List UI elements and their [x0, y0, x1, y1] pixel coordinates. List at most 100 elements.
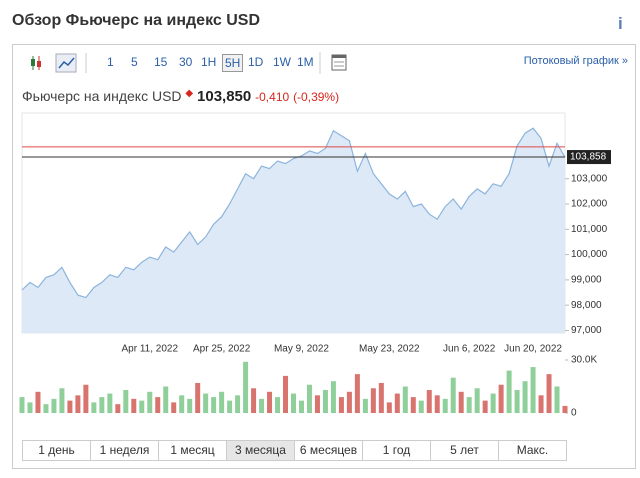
- volume-bar: [498, 384, 504, 413]
- volume-bar: [227, 400, 233, 413]
- volume-bar: [99, 397, 105, 413]
- calendar-icon[interactable]: [318, 52, 348, 74]
- volume-bar: [538, 395, 544, 413]
- volume-bar: [482, 400, 488, 413]
- instrument-name: Фьючерс на индекс USD: [22, 88, 182, 104]
- interval-button[interactable]: 5: [131, 55, 138, 69]
- info-button[interactable]: i: [618, 14, 623, 33]
- volume-bar: [338, 397, 344, 413]
- volume-bar: [522, 381, 528, 413]
- volume-bar: [155, 397, 161, 413]
- last-price-box: [567, 150, 611, 165]
- change: -0,410: [255, 90, 290, 104]
- volume-bar: [418, 400, 424, 413]
- last-price-label: 103,858: [570, 152, 607, 163]
- volume-bar: [267, 391, 273, 413]
- volume-tick-label: 0: [571, 408, 577, 419]
- volume-bar: [386, 402, 392, 413]
- y-tick-label: 99,000: [571, 275, 602, 286]
- volume-bar: [306, 384, 312, 413]
- range-tab[interactable]: 5 лет: [431, 441, 499, 460]
- volume-bar: [83, 384, 89, 413]
- volume-bar: [546, 374, 552, 413]
- volume-bar: [35, 391, 41, 413]
- volume-bar: [259, 398, 265, 413]
- volume-bar: [219, 391, 225, 413]
- price-line: [21, 127, 566, 299]
- volume-bar: [211, 397, 217, 413]
- y-tick-label: 101,000: [571, 224, 608, 235]
- volume-bar: [75, 395, 81, 413]
- volume-bar: [139, 400, 145, 413]
- volume-bar: [362, 398, 368, 413]
- x-tick-label: Apr 25, 2022: [193, 344, 251, 355]
- volume-bar: [434, 395, 440, 413]
- volume-bar: [51, 398, 57, 413]
- interval-button[interactable]: 1D: [248, 55, 264, 69]
- range-tab[interactable]: 3 месяца: [227, 441, 295, 460]
- interval-button[interactable]: 30: [179, 55, 193, 69]
- volume-bar: [314, 395, 320, 413]
- volume-bar: [298, 400, 304, 413]
- volume-bar: [283, 375, 289, 413]
- volume-bar: [530, 367, 536, 413]
- alert-marker: ◆: [185, 88, 194, 99]
- volume-bar: [275, 397, 281, 413]
- volume-bar: [322, 390, 328, 413]
- volume-tick-label: 30.0K: [571, 355, 597, 366]
- volume-bar: [506, 370, 512, 413]
- chart-type-icons[interactable]: [28, 53, 88, 73]
- range-tab[interactable]: 1 год: [363, 441, 431, 460]
- x-tick-label: May 23, 2022: [359, 344, 420, 355]
- volume-bar: [115, 404, 121, 413]
- y-tick-label: 98,000: [571, 300, 602, 311]
- volume-bar: [474, 388, 480, 413]
- x-tick-label: Apr 11, 2022: [121, 344, 178, 355]
- volume-bar: [346, 391, 352, 413]
- volume-bar: [171, 402, 177, 413]
- volume-bar: [123, 390, 129, 413]
- volume-bar: [410, 397, 416, 413]
- interval-button[interactable]: 1W: [273, 55, 291, 69]
- interval-button[interactable]: 1H: [201, 55, 217, 69]
- range-tab[interactable]: Макс.: [516, 443, 549, 457]
- interval-button[interactable]: 1: [107, 55, 114, 69]
- stream-link[interactable]: Потоковый график »: [523, 55, 628, 67]
- y-tick-label: 103,000: [571, 173, 608, 184]
- y-tick-label: 100,000: [571, 249, 608, 260]
- volume-bar: [147, 391, 153, 413]
- volume-bar: [490, 393, 496, 413]
- interval-button[interactable]: 5H: [222, 54, 244, 72]
- quote-line: Фьючерс на индекс USD ◆ 103,850 -0,410 (…: [22, 88, 339, 105]
- toolbar: Потоковый график » 1 5 15 30 1H 5H 1D 1W 1M: [22, 50, 632, 74]
- price: 103,850: [197, 88, 252, 105]
- interval-button[interactable]: 15: [154, 55, 168, 69]
- volume-bar: [291, 393, 296, 413]
- range-tab[interactable]: 1 месяц: [159, 441, 227, 460]
- range-tab[interactable]: 1 день: [23, 441, 91, 460]
- volume-bar: [354, 374, 360, 413]
- volume-bar: [67, 400, 73, 413]
- volume-bar: [195, 382, 201, 413]
- widget-frame: [12, 44, 636, 469]
- volume-bar: [91, 402, 97, 413]
- volume-bar: [466, 397, 472, 413]
- volume-bar: [59, 388, 65, 413]
- interval-button[interactable]: 1M: [297, 55, 314, 69]
- volume-bar: [163, 386, 169, 413]
- x-tick-label: Jun 20, 2022: [504, 344, 562, 355]
- volume-bar: [330, 381, 336, 413]
- range-tab[interactable]: 1 неделя: [91, 441, 159, 460]
- volume-bar: [426, 390, 432, 413]
- range-tab[interactable]: 6 месяцев: [295, 441, 363, 460]
- y-tick-label: 97,000: [571, 325, 602, 336]
- change-percent: (-0,39%): [293, 90, 340, 104]
- x-tick-label: Jun 6, 2022: [443, 344, 496, 355]
- y-tick-label: 102,000: [571, 199, 608, 210]
- volume-bar: [187, 398, 193, 413]
- volume-bar: [235, 395, 241, 413]
- volume-bar: [562, 405, 568, 413]
- price-area: [22, 128, 565, 333]
- volume-bar: [370, 388, 376, 413]
